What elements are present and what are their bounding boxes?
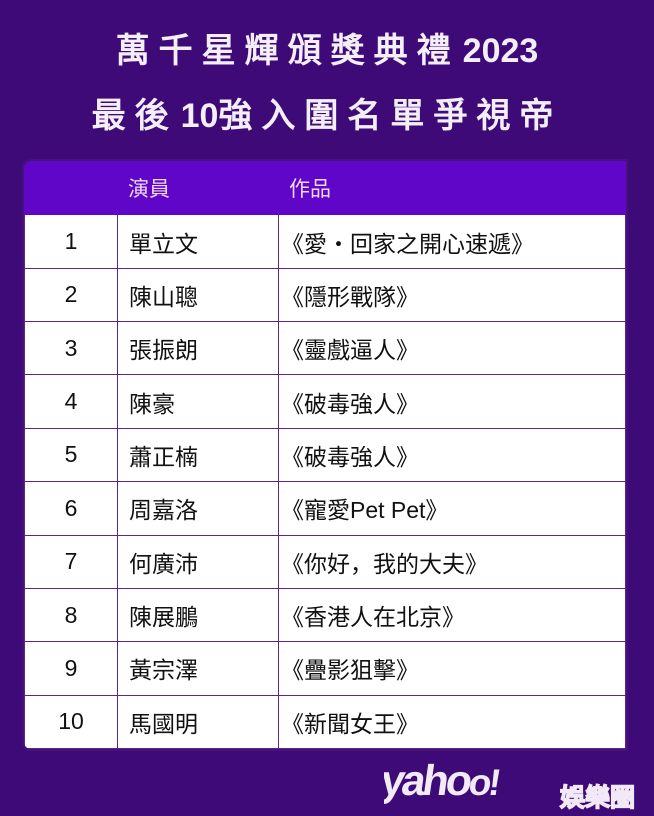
svg-text:yahoo!: yahoo! xyxy=(384,760,502,805)
